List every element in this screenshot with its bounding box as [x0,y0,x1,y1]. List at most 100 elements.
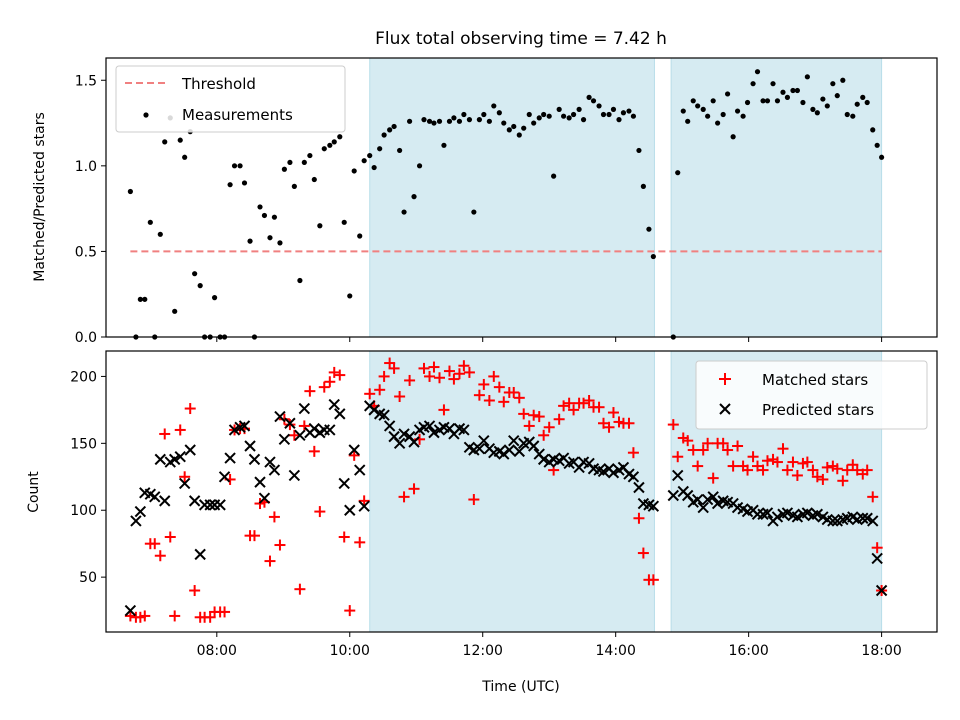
predicted-stars-point-16 [204,499,216,511]
predicted-stars-point-44-b [344,504,356,516]
predicted-stars-point-81 [527,440,540,452]
measurements-point-139 [834,93,840,99]
predicted-stars-point-49-b [368,404,380,416]
bottom-axes-frame [105,350,938,633]
predicted-stars-point-54-b [393,437,406,450]
predicted-stars-point-119-b [731,501,744,514]
predicted-stars-point-127-b [771,511,784,523]
measurements-point-132 [800,99,806,106]
predicted-stars-point-114-b [707,491,719,503]
predicted-stars-point-83-b [537,453,550,466]
matched-stars-point-143 [851,464,863,476]
matched-stars-point-102 [633,512,645,524]
matched-stars-point-67 [458,360,470,372]
predicted-stars-point-78 [513,445,525,458]
predicted-stars-point-1-b [130,515,142,527]
predicted-stars-point-87-b [557,452,570,464]
predicted-stars-point-129 [781,507,794,519]
predicted-stars-legend-swatch [719,403,731,415]
measurements-point-30 [277,240,283,246]
measurements-point-142 [850,113,856,119]
predicted-stars-point-127 [771,511,784,523]
matched-stars-point-12 [184,403,196,415]
predicted-stars-point-131-b [791,511,804,523]
measurements-point-96 [606,111,612,118]
predicted-stars-point-61 [428,426,440,439]
predicted-stars-point-2-b [134,505,147,518]
predicted-stars-point-71 [478,434,490,447]
measurements-point-54 [397,147,403,154]
chart-title: Flux total observing time = 7.42 h [375,29,667,49]
predicted-stars-point-112 [697,501,709,514]
predicted-stars-point-11-b [178,477,191,490]
predicted-stars-point-37-b [308,422,321,435]
measurements-point-146 [870,127,876,133]
measurements-point-6 [157,231,163,237]
measurements-point-109 [685,118,691,124]
predicted-stars-point-35 [298,402,311,415]
predicted-stars-point-28 [264,456,276,468]
measurements-point-32 [287,159,293,166]
predicted-stars-point-148 [875,584,888,597]
predicted-stars-point-32-b [284,417,296,429]
measurements-point-85 [551,173,557,179]
predicted-stars-point-117-b [721,496,734,508]
measurements-point-68 [466,117,473,123]
matched-stars-point-121 [742,464,754,476]
measurements-point-123 [754,69,761,75]
predicted-stars-point-60 [423,420,436,432]
matched-stars-point-11 [179,471,191,483]
predicted-stars-point-21 [228,424,241,436]
measurements-point-141 [844,111,850,118]
matched-stars-point-31 [278,413,290,425]
measurements-point-17 [211,295,218,301]
matched-stars-point-119 [732,440,744,452]
predicted-stars-point-12-b [184,444,196,456]
matched-stars-point-78 [513,392,525,404]
matched-stars-point-96 [603,421,615,433]
measurements-point-120 [740,113,746,119]
matched-stars-point-13 [189,585,201,597]
measurements-point-134 [810,106,816,112]
predicted-stars-point-18-b [214,499,226,511]
measurements-point-83 [541,111,547,118]
measurements-point-51 [381,132,387,138]
predicted-stars-point-27-b [258,492,271,504]
measurements-point-121 [744,99,751,106]
predicted-stars-point-51 [378,409,390,421]
matched-stars-point-118 [727,460,739,472]
predicted-stars-point-49 [368,404,380,416]
predicted-stars-point-42-b [334,408,346,420]
matched-stars-point-35 [298,420,310,432]
predicted-stars-point-51-b [378,409,390,421]
predicted-stars-point-43-b [338,477,350,490]
bottom-legend-frame [695,360,928,430]
predicted-stars-point-147 [871,552,883,565]
measurements-point-128 [780,89,786,95]
matched-stars-point-116 [717,437,729,449]
predicted-stars-point-10-b [174,451,186,463]
measurements-point-23 [241,180,248,186]
predicted-stars-point-20-b [224,452,236,464]
measurements-point-126 [770,81,776,87]
measurements-point-14 [197,283,203,289]
predicted-stars-point-30 [274,410,286,423]
matched-stars-point-71 [478,378,490,390]
predicted-stars-point-97-b [607,467,620,479]
measurements-point-7 [162,139,168,145]
measurements-point-10 [177,137,183,143]
predicted-stars-point-104-b [643,499,655,511]
matched-stars-point-55 [398,491,410,503]
top-observing-window-1 [369,57,655,338]
measurements-point-105 [650,253,656,260]
measurements-point-57 [411,194,417,200]
matched-stars-point-40 [324,376,336,388]
predicted-stars-point-85-b [547,453,560,466]
measurements-point-60 [426,118,433,124]
matched-stars-point-146 [867,491,879,503]
predicted-stars-point-46 [354,464,366,476]
matched-stars-point-30 [274,539,286,551]
bottom-y-tick-label-2: 150 [70,436,97,452]
measurements-point-20 [227,182,233,188]
predicted-stars-point-37 [308,422,321,435]
